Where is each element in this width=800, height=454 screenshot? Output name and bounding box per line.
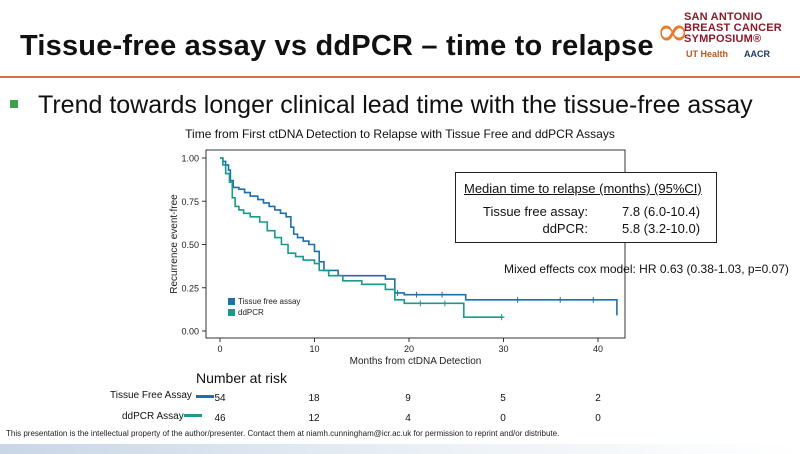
chart-title: Time from First ctDNA Detection to Relap…	[185, 127, 615, 141]
legend-label: Tissue free assay	[238, 297, 300, 306]
risk-count: 9	[405, 393, 411, 404]
km-curve-tissue-free	[220, 157, 618, 316]
slide-title: Tissue-free assay vs ddPCR – time to rel…	[20, 30, 654, 62]
stats-label: ddPCR:	[542, 221, 588, 236]
bullet-icon	[10, 100, 18, 108]
stats-value: 5.8 (3.2-10.0)	[622, 221, 701, 236]
stats-value: 7.8 (6.0-10.4)	[622, 204, 701, 219]
y-tick-label: 0.00	[181, 327, 199, 337]
risk-count: 0	[595, 413, 601, 424]
sabcs-logo: ∞ SAN ANTONIO BREAST CANCER SYMPOSIUM® U…	[650, 6, 798, 72]
ut-health-logo: UT Health	[686, 49, 729, 59]
bullet-text: Trend towards longer clinical lead time …	[38, 91, 753, 119]
legend-swatch	[228, 298, 235, 305]
logo-text: SAN ANTONIO BREAST CANCER SYMPOSIUM®	[684, 11, 782, 45]
risk-count: 18	[308, 393, 320, 404]
risk-row-label-tissue-free: Tissue Free Assay	[110, 390, 192, 401]
risk-count: 5	[500, 393, 506, 404]
y-tick-label: 0.25	[181, 283, 199, 293]
x-tick-label: 20	[404, 344, 414, 354]
risk-row-label-ddpcr: ddPCR Assay	[122, 411, 184, 422]
aacr-logo: AACR	[744, 49, 770, 59]
y-axis-label: Recurrence event-free	[169, 194, 180, 294]
risk-count: 4	[405, 413, 411, 424]
x-tick-label: 40	[593, 344, 603, 354]
x-tick-label: 10	[309, 344, 319, 354]
risk-count: 0	[500, 413, 506, 424]
stats-label: Tissue free assay:	[482, 204, 588, 219]
bottom-gradient-bar	[0, 444, 800, 454]
legend-label: ddPCR	[238, 308, 264, 317]
risk-swatch-ddpcr	[184, 414, 202, 417]
risk-count: 2	[595, 393, 601, 404]
y-tick-label: 0.75	[181, 197, 199, 207]
y-tick-label: 0.50	[181, 240, 199, 250]
x-tick-label: 0	[217, 344, 222, 354]
risk-count: 12	[308, 413, 320, 424]
title-divider	[0, 76, 800, 78]
ribbon-icon: ∞	[656, 9, 690, 55]
x-axis-label: Months from ctDNA Detection	[350, 356, 482, 367]
cox-model-text: Mixed effects cox model: HR 0.63 (0.38-1…	[504, 262, 789, 276]
risk-table-title: Number at risk	[196, 370, 288, 386]
risk-count: 46	[214, 413, 226, 424]
risk-swatch-tissue-free	[196, 395, 214, 398]
median-stats-box: Median time to relapse (months) (95%CI) …	[455, 172, 717, 243]
x-tick-label: 30	[498, 344, 508, 354]
median-stats-heading: Median time to relapse (months) (95%CI)	[464, 181, 702, 196]
copyright-footer: This presentation is the intellectual pr…	[6, 429, 560, 438]
y-tick-label: 1.00	[181, 154, 199, 164]
risk-count: 54	[214, 393, 226, 404]
legend-swatch	[228, 309, 235, 316]
km-curve-ddpcr	[220, 157, 504, 318]
